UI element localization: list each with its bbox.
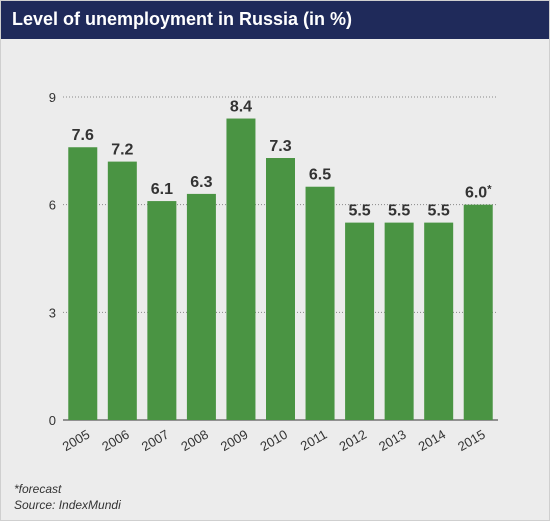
x-tick-label: 2006: [99, 427, 132, 454]
data-label: 5.5: [428, 203, 450, 220]
x-tick-label: 2011: [298, 427, 330, 454]
x-axis-tick-labels: 2005 2006 2007 2008 2009 2010 2011 2012 2013 2014…: [60, 427, 488, 454]
source-note: Source: IndexMundi: [14, 498, 121, 512]
chart-title: Level of unemployment in Russia (in %): [12, 9, 353, 29]
data-label: 5.5: [388, 203, 410, 220]
forecast-asterisk: *: [487, 184, 492, 196]
x-tick-label: 2013: [376, 427, 409, 454]
y-tick-label: 6: [49, 198, 56, 213]
bar: [186, 193, 216, 420]
y-tick-label: 0: [49, 413, 56, 428]
bar: [68, 147, 98, 420]
bars: [68, 118, 493, 421]
bar: [345, 222, 375, 420]
title-bar: Level of unemployment in Russia (in %): [1, 1, 549, 39]
x-tick-label: 2008: [178, 427, 211, 454]
x-tick-label: 2005: [60, 427, 93, 454]
x-tick-label: 2014: [416, 427, 449, 454]
bar: [463, 204, 493, 420]
y-tick-label: 3: [49, 305, 56, 320]
x-tick-label: 2012: [337, 427, 370, 454]
bar: [226, 118, 256, 421]
bar: [147, 201, 177, 420]
x-tick-label: 2010: [257, 427, 290, 454]
x-tick-label: 2009: [218, 427, 251, 454]
bar: [107, 161, 137, 420]
data-label: 8.4: [230, 99, 252, 116]
data-labels: 7.6 7.2 6.1 6.3 8.4 7.3 6.5 5.5 5.5 5.5 6.0*: [72, 99, 493, 220]
data-label: 6.5: [309, 167, 331, 184]
bar: [384, 222, 414, 420]
y-tick-label: 9: [49, 90, 56, 105]
data-label: 5.5: [348, 203, 370, 220]
bar: [266, 158, 295, 420]
data-label: 7.3: [269, 138, 291, 155]
bar: [305, 186, 335, 420]
forecast-note: *forecast: [14, 482, 62, 496]
data-label: 7.6: [72, 127, 94, 144]
data-label: 6.1: [151, 181, 173, 198]
data-label: 6.0*: [465, 184, 492, 202]
data-label: 7.2: [111, 142, 133, 159]
footnotes: *forecast Source: IndexMundi: [14, 481, 121, 513]
x-tick-label: 2015: [455, 427, 488, 454]
y-axis-tick-labels: 0 3 6 9: [49, 90, 56, 428]
bar: [424, 222, 454, 420]
x-tick-label: 2007: [139, 427, 172, 454]
data-label: 6.3: [190, 174, 212, 191]
